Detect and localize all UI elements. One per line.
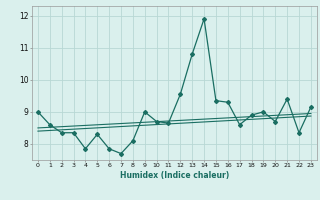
- X-axis label: Humidex (Indice chaleur): Humidex (Indice chaleur): [120, 171, 229, 180]
